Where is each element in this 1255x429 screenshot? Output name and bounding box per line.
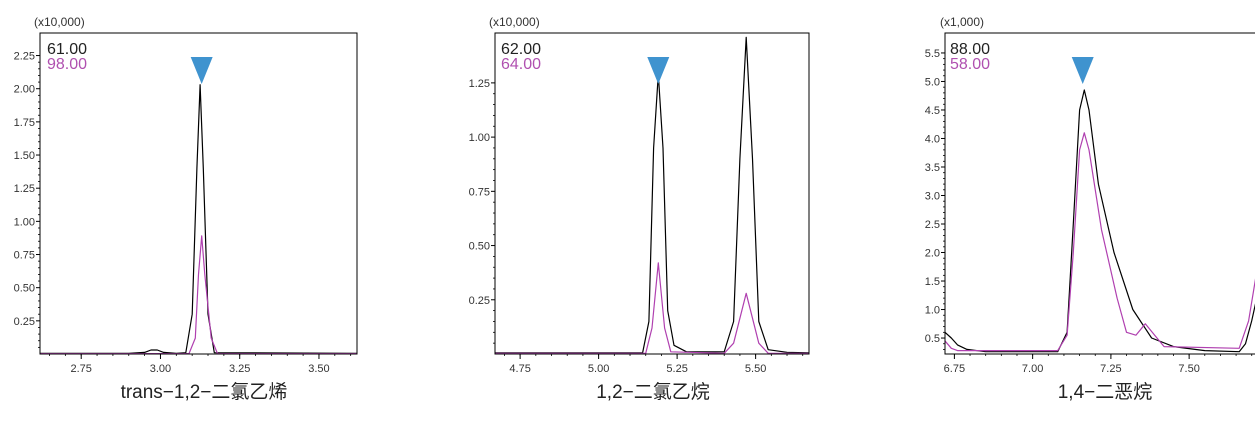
plot-frame — [39, 32, 358, 355]
chart-panel-3: 0.5 1.0 1.5 2.0 2.5 3.0 3.5 4.0 4.5 5.0 5.5 6.75 7.0… — [925, 15, 1255, 403]
y-tick-label: 2.25 — [14, 51, 35, 63]
y-scale-label: (x10,000) — [34, 15, 85, 29]
ion-label-2: 64.00 — [501, 56, 541, 73]
y-tick-label: 4.5 — [925, 105, 940, 117]
y-tick-label: 0.50 — [14, 283, 35, 295]
y-tick-label: 3.5 — [925, 162, 940, 174]
y-tick-label: 0.25 — [469, 295, 490, 307]
y-tick-label: 0.25 — [14, 316, 35, 328]
y-tick-label: 1.00 — [14, 216, 35, 228]
y-tick-label: 1.50 — [14, 150, 35, 162]
y-tick-label: 0.5 — [925, 333, 940, 345]
series-line-2 — [495, 262, 809, 354]
x-tick-label: 2.75 — [70, 363, 91, 375]
y-scale-label: (x10,000) — [489, 15, 540, 29]
chart-panel-1: 0.25 0.50 0.75 1.00 1.25 1.50 1.75 2.00 2.25 2.75… — [14, 15, 358, 403]
x-tick-label: 3.25 — [229, 363, 250, 375]
x-tick-label: 7.50 — [1178, 363, 1199, 375]
y-tick-label: 1.00 — [469, 132, 490, 144]
y-tick-label: 0.75 — [14, 250, 35, 262]
y-tick-label: 1.25 — [469, 78, 490, 90]
plot-frame — [944, 32, 1255, 355]
y-tick-label: 4.0 — [925, 133, 940, 145]
y-tick-label: 0.75 — [469, 186, 490, 198]
ion-label-1: 88.00 — [950, 41, 990, 58]
y-tick-label: 1.5 — [925, 276, 940, 288]
y-tick-label: 5.5 — [925, 48, 940, 60]
chart-caption: 1,2−二氯乙烷 — [596, 381, 710, 403]
ion-label-2: 98.00 — [47, 56, 87, 73]
x-tick-label: 5.50 — [745, 363, 766, 375]
x-tick-label: 6.75 — [944, 363, 965, 375]
ion-label-1: 61.00 — [47, 41, 87, 58]
peak-marker-triangle — [190, 57, 213, 84]
x-tick-label: 5.00 — [588, 363, 609, 375]
x-tick-label: 3.50 — [308, 363, 329, 375]
series-line-1 — [495, 36, 809, 354]
y-tick-label: 2.00 — [14, 84, 35, 96]
x-tick-label: 7.00 — [1022, 363, 1043, 375]
y-tick-label: 5.0 — [925, 76, 940, 88]
chart-panel-2: 0.25 0.50 0.75 1.00 1.25 4.75 5.00 5.25 5.50 (x10… — [469, 15, 810, 403]
peak-marker-triangle — [1071, 57, 1094, 84]
y-tick-label: 2.5 — [925, 219, 940, 231]
x-tick-label: 3.00 — [150, 363, 171, 375]
chart-caption: 1,4−二恶烷 — [1058, 381, 1153, 403]
y-tick-label: 1.0 — [925, 305, 940, 317]
ion-label-1: 62.00 — [501, 41, 541, 58]
series-line-2 — [945, 132, 1255, 352]
y-tick-label: 1.75 — [14, 117, 35, 129]
peak-marker-triangle — [647, 57, 670, 84]
plot-frame — [494, 32, 810, 355]
chart-caption: trans−1,2−二氯乙烯 — [121, 381, 288, 403]
x-tick-label: 5.25 — [666, 363, 687, 375]
y-tick-label: 0.50 — [469, 241, 490, 253]
x-tick-label: 7.25 — [1100, 363, 1121, 375]
y-tick-label: 2.0 — [925, 248, 940, 260]
series-line-2 — [40, 235, 357, 354]
y-tick-label: 1.25 — [14, 183, 35, 195]
y-scale-label: (x1,000) — [940, 15, 984, 29]
x-tick-label: 4.75 — [509, 363, 530, 375]
series-line-1 — [40, 84, 357, 354]
ion-label-2: 58.00 — [950, 56, 990, 73]
y-tick-label: 3.0 — [925, 190, 940, 202]
